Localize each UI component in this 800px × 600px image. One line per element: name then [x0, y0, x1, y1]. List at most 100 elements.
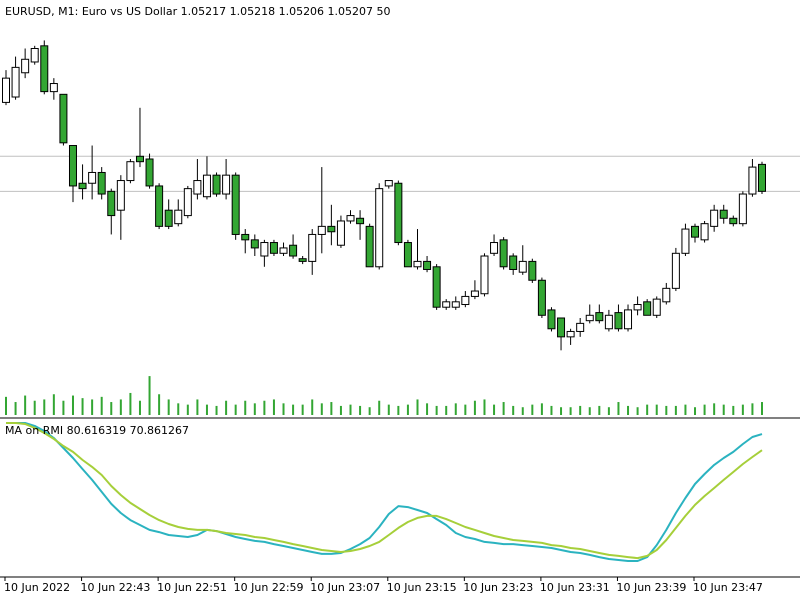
candle-body — [250, 239, 259, 249]
volume-bar — [703, 404, 706, 415]
candle-body — [604, 314, 613, 330]
volume-bar — [445, 405, 448, 415]
volume-bar — [43, 399, 46, 415]
volume-bar — [646, 404, 649, 415]
volume-bar — [741, 404, 744, 415]
volume-bar — [512, 405, 515, 415]
time-axis: 10 Jun 2022 10 Jun 22:43 10 Jun 22:51 10 Ju… — [4, 577, 763, 594]
volume-bar — [359, 405, 362, 415]
candle-body — [537, 279, 546, 316]
candle-body — [231, 174, 240, 235]
candle-body — [289, 244, 298, 257]
candle-body — [269, 242, 278, 254]
candle-body — [490, 242, 499, 254]
candle-body — [423, 260, 432, 270]
volume-bar — [569, 407, 572, 415]
volume-bar — [598, 405, 601, 415]
candle-body — [528, 260, 537, 281]
price-pane — [0, 40, 800, 415]
volume-bar — [100, 396, 103, 415]
candle-body — [346, 215, 355, 222]
volume-bar — [225, 400, 228, 415]
x-tick-label: 10 Jun 23:39 — [616, 581, 686, 594]
candle-body — [260, 242, 269, 257]
x-tick-label: 10 Jun 23:07 — [310, 581, 380, 594]
volume-bar — [110, 402, 113, 415]
candle-body — [145, 158, 154, 187]
candle-body — [21, 58, 30, 74]
volume-bar — [339, 405, 342, 415]
volume-bar — [732, 405, 735, 415]
volume-bar — [91, 399, 94, 415]
candle-body — [317, 225, 326, 235]
volume-bar — [292, 404, 295, 415]
volume-bar — [320, 403, 323, 415]
candle-body — [652, 298, 661, 316]
candle-body — [576, 322, 585, 332]
candle-body — [78, 182, 87, 190]
x-tick-label: 10 Jun 23:15 — [387, 581, 457, 594]
volume-bar — [694, 407, 697, 415]
candle-body — [748, 166, 757, 195]
volume-bar — [52, 394, 55, 415]
candle-body — [624, 309, 633, 330]
candle-body — [375, 188, 384, 268]
candle-body — [662, 287, 671, 303]
volume-bar — [483, 399, 486, 415]
candle-body — [671, 252, 680, 289]
volume-bar — [234, 404, 237, 415]
volume-bar — [416, 399, 419, 415]
candle-body — [518, 260, 527, 273]
x-tick-label: 10 Jun 23:23 — [463, 581, 533, 594]
candle-body — [365, 225, 374, 268]
candle-body — [595, 312, 604, 322]
volume-bar — [464, 404, 467, 415]
candle-body — [97, 171, 106, 195]
candle-body — [164, 209, 173, 227]
volume-bar — [751, 403, 754, 415]
candle-body — [547, 309, 556, 330]
candle-body — [327, 225, 336, 233]
candle-body — [107, 190, 116, 217]
x-tick-label: 10 Jun 23:31 — [540, 581, 610, 594]
volume-bar — [301, 404, 304, 415]
volume-bar — [397, 405, 400, 415]
volume-bar — [655, 404, 658, 415]
volume-bar — [215, 405, 218, 415]
candle-body — [394, 182, 403, 244]
candle-body — [566, 330, 575, 338]
candle-body — [336, 220, 345, 246]
volume-bar — [387, 404, 390, 415]
volume-bar — [579, 405, 582, 415]
candle-body — [135, 155, 144, 163]
volume-bar — [311, 399, 314, 415]
volume-bar — [521, 407, 524, 415]
candle-body — [700, 223, 709, 241]
volume-bar — [588, 407, 591, 415]
chart-title: EURUSD, M1: Euro vs US Dollar 1.05217 1.… — [5, 5, 391, 18]
candle-body — [614, 312, 623, 330]
candle-body — [758, 163, 766, 192]
candle-body — [2, 77, 10, 103]
candle-body — [710, 209, 719, 227]
candle-body — [738, 193, 747, 225]
volume-bar — [722, 404, 725, 415]
candle-body — [183, 188, 192, 217]
candle-body — [356, 217, 365, 225]
volume-bar — [684, 404, 687, 415]
candle-body — [681, 228, 690, 254]
indicator-title: MA on RMI 80.616319 70.861267 — [5, 424, 189, 437]
candle-body — [88, 171, 97, 184]
volume-bar — [607, 407, 610, 415]
volume-bar — [167, 399, 170, 415]
candle-body — [126, 161, 135, 182]
candle-body — [633, 304, 642, 311]
candle-body — [193, 180, 202, 195]
volume-bar — [33, 400, 36, 415]
volume-bar — [71, 395, 74, 415]
candle-body — [11, 66, 20, 98]
candle-body — [384, 180, 393, 187]
volume-bar — [550, 405, 553, 415]
volume-bar — [119, 399, 122, 415]
